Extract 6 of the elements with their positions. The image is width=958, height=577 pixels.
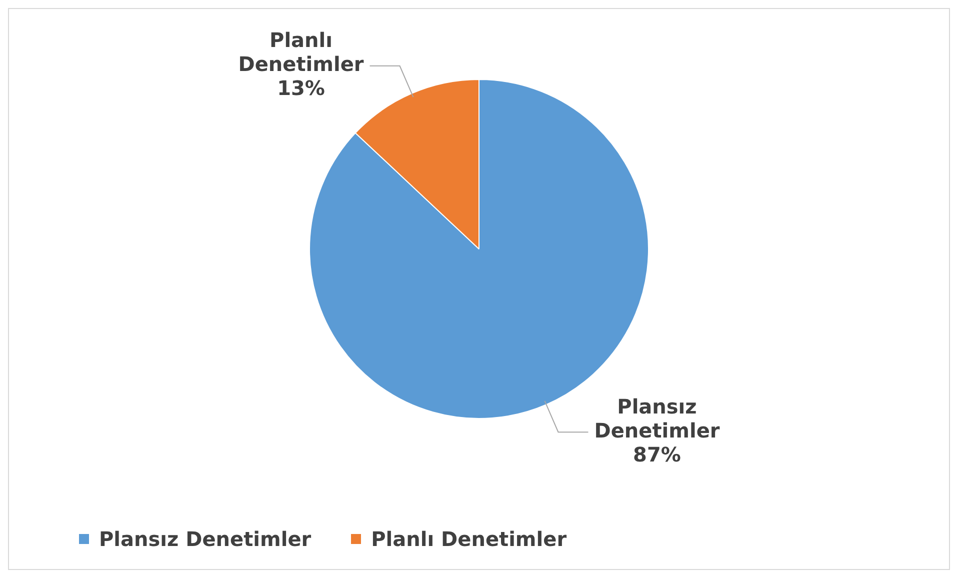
- legend-label: Planlı Denetimler: [371, 527, 567, 551]
- slice-label: Plansız Denetimler: [594, 394, 720, 442]
- data-label: 87%: [633, 442, 681, 466]
- slice-label: Planlı Denetimler: [238, 28, 364, 76]
- legend-label: Plansız Denetimler: [99, 527, 312, 551]
- data-label: 13%: [277, 76, 325, 100]
